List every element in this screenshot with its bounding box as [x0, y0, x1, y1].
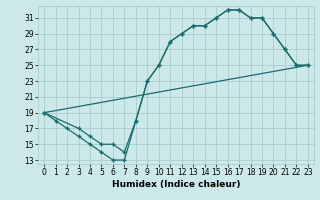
X-axis label: Humidex (Indice chaleur): Humidex (Indice chaleur) [112, 180, 240, 189]
